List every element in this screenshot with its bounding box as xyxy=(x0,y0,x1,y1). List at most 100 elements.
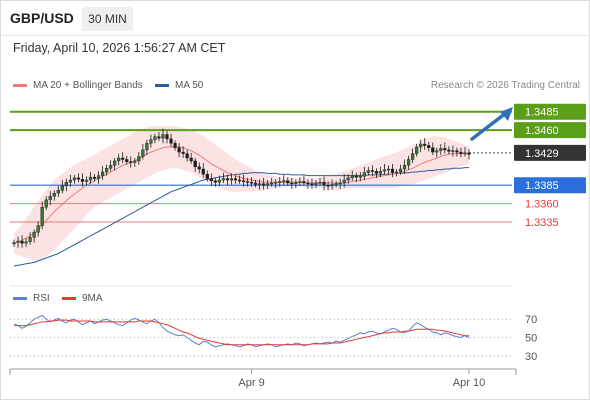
candle-body xyxy=(165,134,169,140)
x-tick-label: Apr 10 xyxy=(453,377,485,389)
candle-body xyxy=(326,184,330,187)
candle-body xyxy=(100,171,105,176)
candle-body xyxy=(350,175,354,179)
candle-body xyxy=(354,175,358,178)
level-label-box-1.3485 xyxy=(514,103,586,120)
candle-body xyxy=(221,178,225,181)
candle-body xyxy=(76,177,81,180)
candle-body xyxy=(439,148,443,151)
candle-body xyxy=(193,160,197,168)
candle-body xyxy=(105,168,109,173)
candle-body xyxy=(129,161,133,163)
candle-body xyxy=(358,176,362,178)
level-label-1.3335: 1.3335 xyxy=(525,217,559,229)
level-label-1.3460: 1.3460 xyxy=(525,125,559,137)
candle-body xyxy=(253,182,258,185)
legend-rsi-label: RSI xyxy=(33,293,50,304)
candle-body xyxy=(213,180,217,183)
candle-body xyxy=(249,182,254,184)
credit: Research © 2026 Trading Central xyxy=(430,80,580,91)
candle-body xyxy=(278,181,282,183)
candle-body xyxy=(258,183,262,185)
candle-body xyxy=(342,179,346,184)
candle-body xyxy=(467,152,471,155)
candle-body xyxy=(443,148,447,151)
candle-body xyxy=(125,159,129,162)
rsi-tick-label: 70 xyxy=(525,314,537,326)
candle-body xyxy=(141,149,145,157)
candle-body xyxy=(362,172,366,177)
candle-body xyxy=(314,182,318,185)
candle-body xyxy=(217,179,221,183)
candle-body xyxy=(92,176,97,179)
timestamp: Friday, April 10, 2026 1:56:27 AM CET xyxy=(13,41,226,55)
candle-body xyxy=(398,168,403,173)
candle-body xyxy=(36,225,40,233)
candle-body xyxy=(133,160,137,163)
candle-body xyxy=(266,183,270,186)
candle-body xyxy=(394,171,399,174)
legend-rsi: RSI xyxy=(13,293,50,304)
candle-body xyxy=(318,182,322,184)
candle-body xyxy=(463,152,467,155)
candle-body xyxy=(338,182,342,185)
candle-body xyxy=(302,181,306,184)
ma20-swatch xyxy=(13,83,27,87)
candle-body xyxy=(209,178,213,181)
level-label-1.3360: 1.3360 xyxy=(525,199,559,211)
candle-body xyxy=(52,193,56,197)
ma9-swatch xyxy=(62,296,76,300)
candle-body xyxy=(80,179,85,182)
level-label-box-1.3429 xyxy=(514,144,586,161)
candle-body xyxy=(237,179,242,182)
x-tick-label: Apr 9 xyxy=(238,377,264,389)
candle-body xyxy=(419,143,423,148)
rsi-series-9MA xyxy=(14,319,469,346)
candle-body xyxy=(121,157,125,160)
rsi-swatch xyxy=(13,296,27,300)
candle-body xyxy=(189,157,193,162)
projection-arrow-shaft xyxy=(470,111,508,141)
candle-body xyxy=(157,136,161,139)
candle-body xyxy=(64,182,68,187)
level-label-box-1.3385 xyxy=(514,177,586,194)
candle-body xyxy=(149,139,153,144)
candle-body xyxy=(451,150,455,152)
candle-body xyxy=(415,146,419,154)
candle-body xyxy=(245,181,250,183)
timeframe-button[interactable]: 30 MIN xyxy=(82,7,133,31)
candle-body xyxy=(113,160,117,166)
candle-body xyxy=(447,149,451,152)
candle-body xyxy=(330,184,334,187)
rsi-tick-label: 30 xyxy=(525,351,537,363)
legend-ma20-label: MA 20 + Bollinger Bands xyxy=(33,80,143,91)
candle-body xyxy=(382,169,387,172)
candle-body xyxy=(185,153,189,159)
candle-body xyxy=(68,179,72,183)
candle-body xyxy=(84,179,89,182)
candle-body xyxy=(225,178,230,181)
legend-ma50-label: MA 50 xyxy=(175,80,204,91)
candle-body xyxy=(306,182,310,185)
level-label-box-1.3460 xyxy=(514,122,586,139)
candle-body xyxy=(109,165,113,169)
candle-body xyxy=(229,178,234,181)
candle-body xyxy=(233,178,238,181)
candle-body xyxy=(153,136,157,140)
candle-body xyxy=(427,145,431,148)
level-label-1.3485: 1.3485 xyxy=(525,107,559,119)
candle-body xyxy=(390,168,395,173)
candle-body xyxy=(32,232,36,238)
rsi-tick-label: 50 xyxy=(525,333,537,345)
candle-body xyxy=(402,165,407,170)
candle-body xyxy=(431,147,435,153)
candle-body xyxy=(28,237,32,242)
candle-body xyxy=(346,177,350,181)
candle-body xyxy=(12,242,16,245)
candle-body xyxy=(137,156,141,162)
candle-body xyxy=(459,151,463,154)
candle-body xyxy=(290,182,294,185)
ma50-swatch xyxy=(155,83,169,87)
candle-body xyxy=(117,157,121,162)
